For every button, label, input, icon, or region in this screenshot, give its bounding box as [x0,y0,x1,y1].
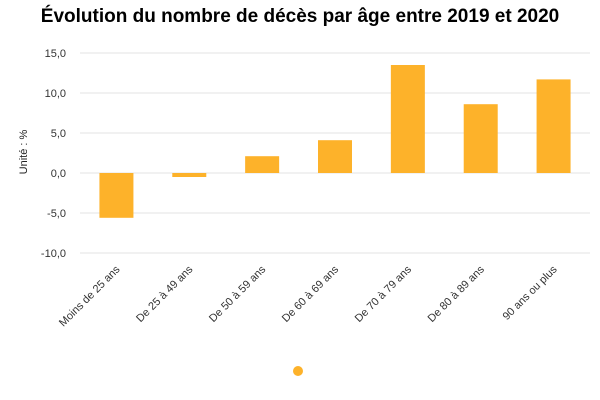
x-category-label: De 70 à 79 ans [353,263,415,325]
y-tick-label: -5,0 [47,208,66,220]
x-category-label: De 25 à 49 ans [134,263,196,325]
y-tick-label: -10,0 [41,248,66,260]
bar[interactable] [536,79,571,173]
x-axis-categories: Moins de 25 ans De 25 à 49 ans De 50 à 59 … [57,263,560,329]
bar[interactable] [463,104,498,173]
x-category-label: Moins de 25 ans [57,263,123,329]
x-category-label: 90 ans ou plus [501,263,560,322]
y-axis-ticks: 15,0 10,0 5,0 0,0 -5,0 -10,0 [41,48,66,260]
y-tick-label: 10,0 [45,88,66,100]
y-tick-label: 5,0 [51,128,66,140]
y-axis-label: Unité : % [18,129,30,174]
bar[interactable] [390,65,425,173]
bar[interactable] [318,140,352,173]
y-tick-label: 15,0 [45,48,66,60]
x-category-label: De 50 à 59 ans [207,263,269,325]
bars [99,65,571,218]
legend-marker[interactable] [293,366,303,376]
bar[interactable] [99,173,134,218]
x-category-label: De 60 à 69 ans [280,263,342,325]
x-category-label: De 80 à 89 ans [426,263,488,325]
y-tick-label: 0,0 [51,168,66,180]
chart-title: Évolution du nombre de décès par âge ent… [40,6,560,27]
bar[interactable] [245,156,280,173]
bar[interactable] [172,173,207,177]
